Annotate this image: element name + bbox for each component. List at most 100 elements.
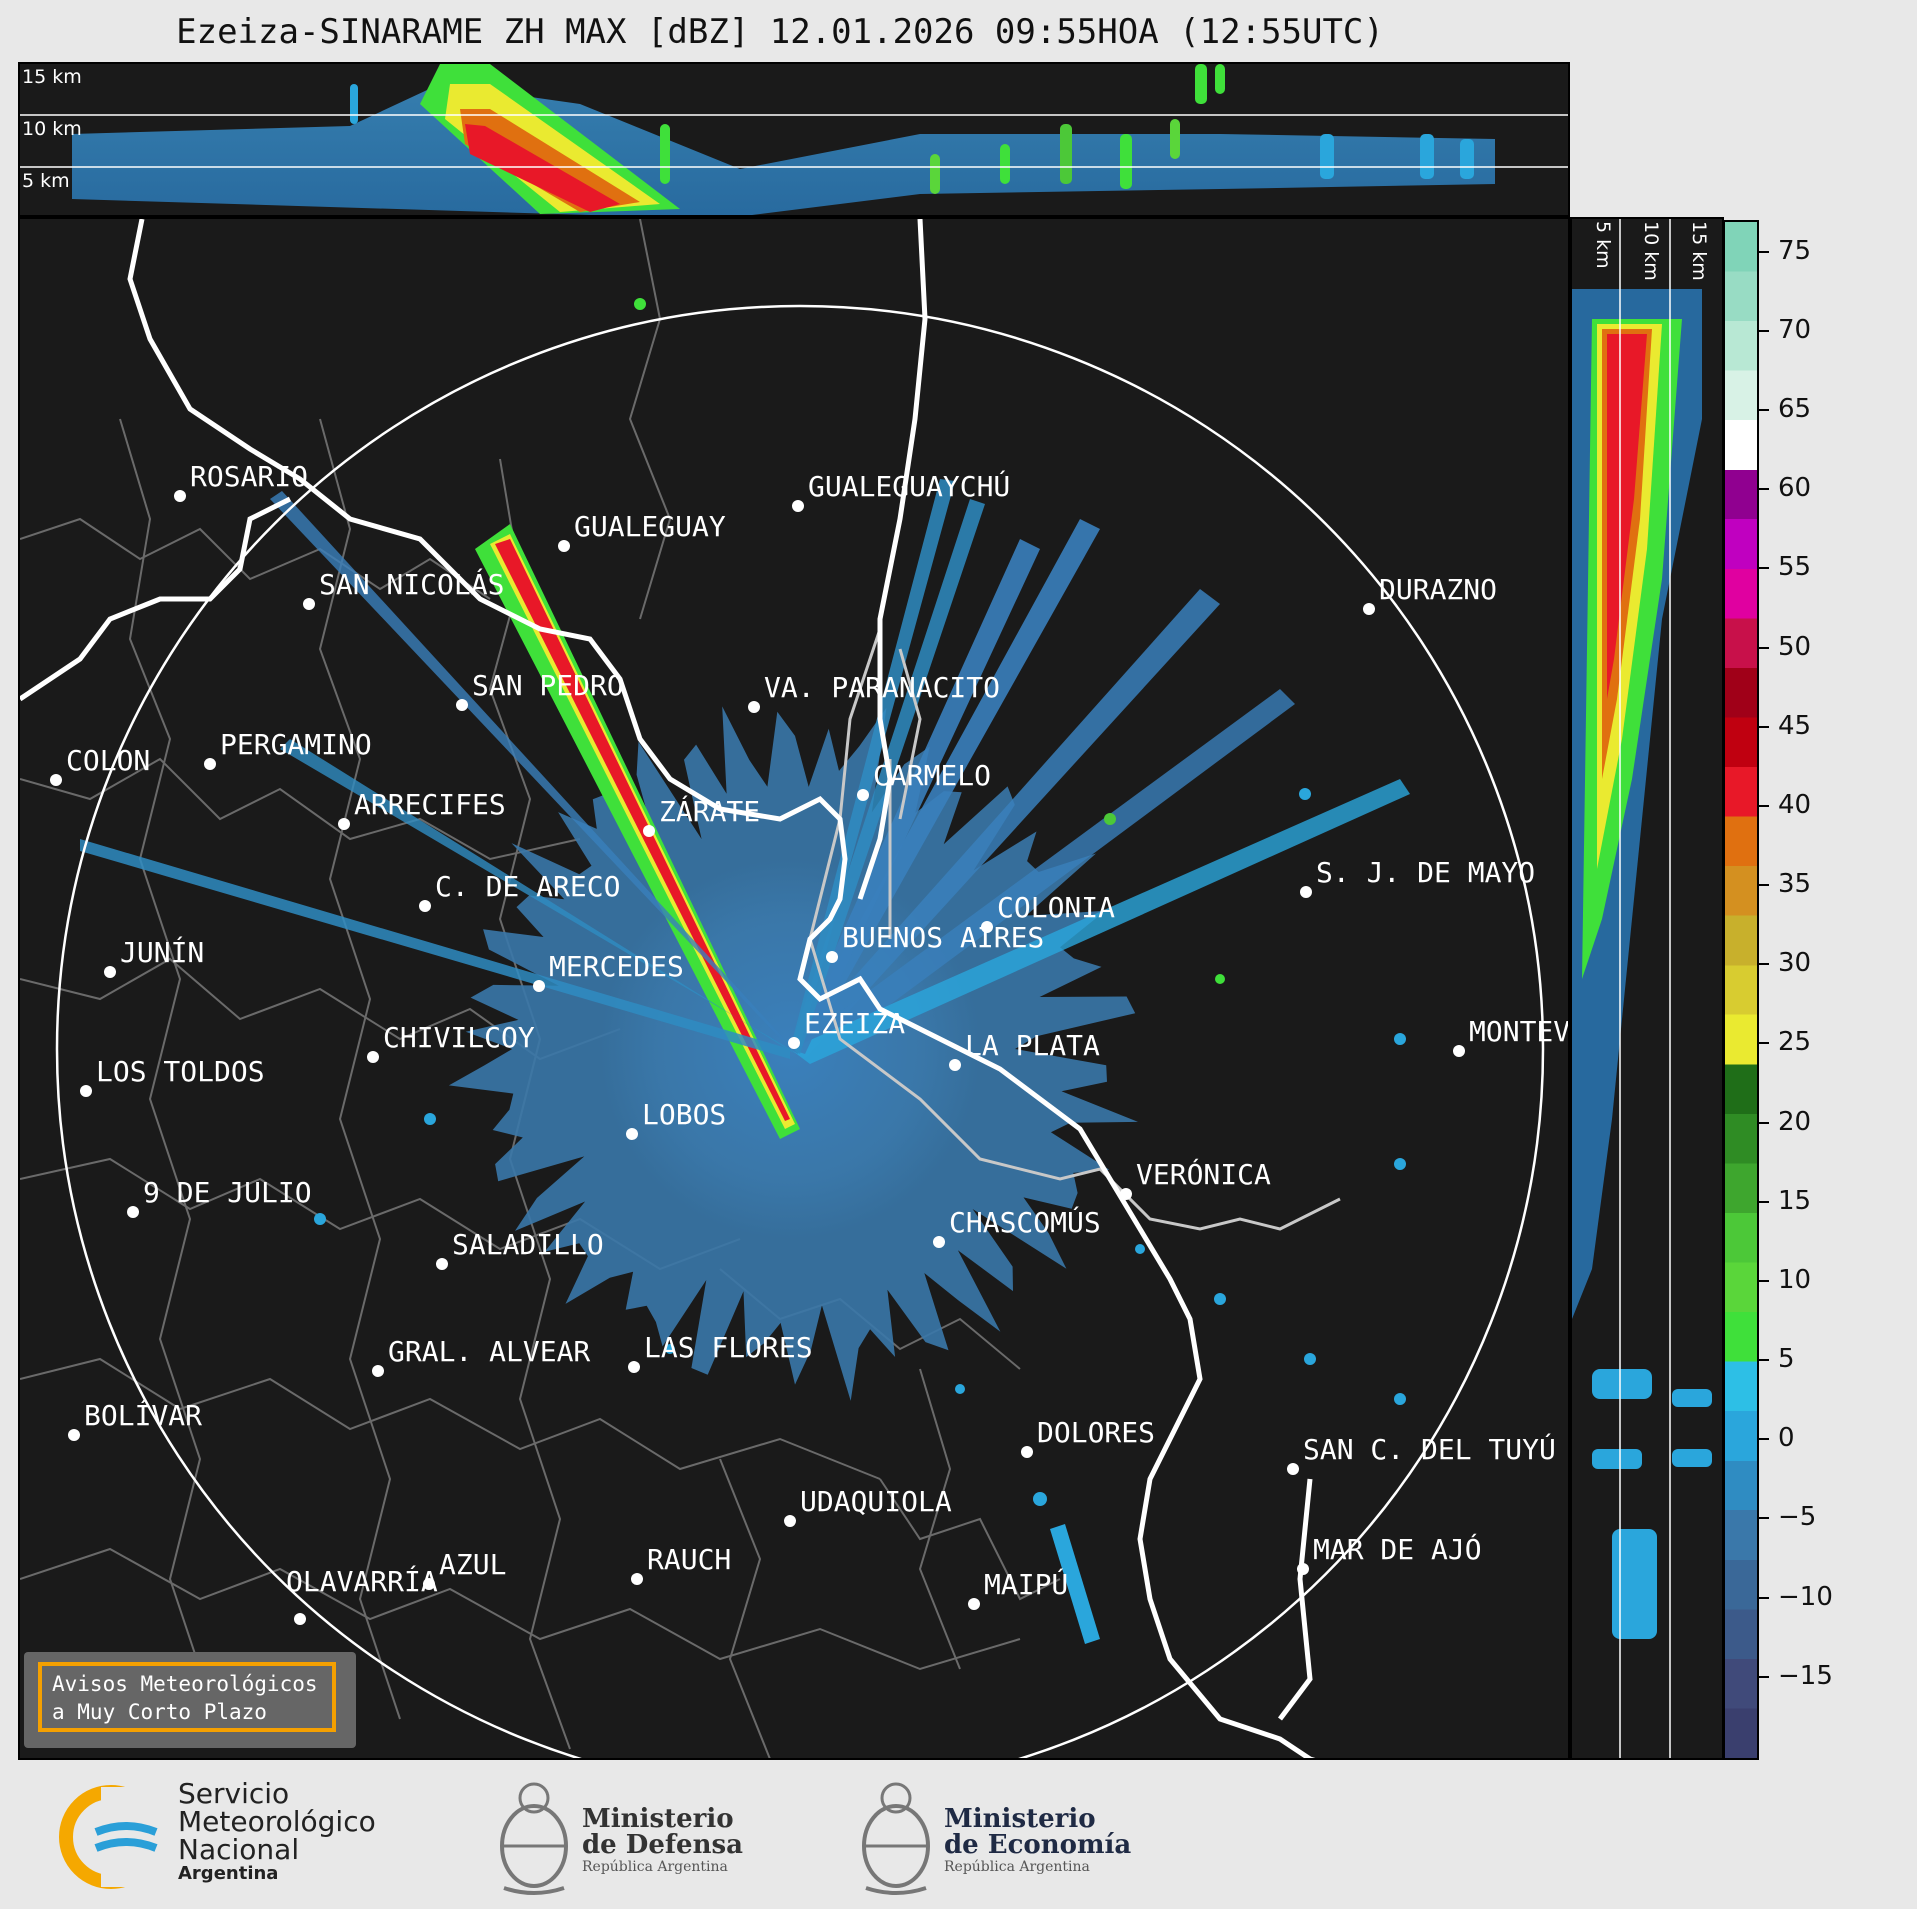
city-label: GUALEGUAYCHÚ: [808, 469, 1010, 503]
colorbar-tick-label: 65: [1778, 394, 1812, 425]
economia-line-2: de Economía: [944, 1830, 1132, 1860]
nowcasting-badge: Avisos Meteorológicos a Muy Corto Plazo: [24, 1652, 356, 1748]
city-label: CHASCOMÚS: [949, 1205, 1101, 1239]
colorbar-tick-mark: [1759, 250, 1769, 253]
country-borders: [20, 219, 1316, 1758]
colorbar-tick-mark: [1759, 1042, 1769, 1045]
city-label: DURAZNO: [1379, 573, 1497, 606]
colorbar-tick-label: 60: [1778, 473, 1812, 504]
smn-line-1: Servicio: [178, 1777, 290, 1810]
colorbar-tick-label: 45: [1778, 710, 1812, 741]
city-marker-dot: [968, 1598, 980, 1610]
colorbar-tick-label: 30: [1778, 948, 1812, 979]
city-marker-dot: [1287, 1463, 1299, 1475]
city-label: CHIVILCOY: [383, 1021, 535, 1054]
colorbar-tick-mark: [1759, 567, 1769, 570]
colorbar-tick-mark: [1759, 884, 1769, 887]
city-label: LOBOS: [642, 1098, 726, 1131]
city-marker-dot: [1300, 886, 1312, 898]
colorbar-tick-mark: [1759, 329, 1769, 332]
city-marker-dot: [294, 1613, 306, 1625]
city-marker-dot: [981, 921, 993, 933]
city-marker-dot: [857, 789, 869, 801]
footer-logos: Servicio Meteorológico Nacional Argentin…: [0, 1762, 1917, 1909]
defensa-line-3: República Argentina: [582, 1859, 728, 1875]
radar-map: ROSARIO GUALEGUAYCHÚ GUALEGUAY SAN NICOLÁS D…: [20, 219, 1570, 1758]
city-label: BOLÍVAR: [84, 1398, 202, 1432]
radar-map-panel[interactable]: ROSARIO GUALEGUAYCHÚ GUALEGUAY SAN NICOLÁS D…: [18, 217, 1570, 1760]
city-marker-dot: [1297, 1563, 1309, 1575]
smn-logo-icon: [59, 1785, 166, 1889]
city-marker-dot: [367, 1051, 379, 1063]
city-marker-dot: [533, 980, 545, 992]
colorbar-tick-label: 10: [1778, 1264, 1812, 1295]
altitude-label-10km: 10 km: [22, 118, 82, 140]
city-marker-dot: [423, 1578, 435, 1590]
colorbar-tick-mark: [1759, 646, 1769, 649]
colorbar-tick-label: 50: [1778, 631, 1812, 662]
colorbar-tick-label: 20: [1778, 1106, 1812, 1137]
city-label: COLON: [66, 744, 150, 777]
city-label: LA PLATA: [965, 1029, 1100, 1062]
city-label: PERGAMINO: [220, 728, 372, 761]
colorbar-tick-label: 0: [1778, 1423, 1795, 1454]
economia-name: Ministerio de Economía República Argenti…: [944, 1806, 1131, 1876]
city-marker-dot: [127, 1206, 139, 1218]
city-label: BUENOS AIRES: [842, 921, 1044, 954]
city-marker-dot: [784, 1515, 796, 1527]
city-label: MONTEV: [1469, 1015, 1570, 1048]
city-label: CARMELO: [873, 759, 991, 792]
city-markers: ROSARIO GUALEGUAYCHÚ GUALEGUAY SAN NICOLÁS D…: [50, 460, 1570, 1625]
city-marker-dot: [1021, 1446, 1033, 1458]
colorbar-tick-label: 55: [1778, 552, 1812, 583]
city-label: VERÓNICA: [1136, 1157, 1271, 1191]
city-marker-dot: [419, 900, 431, 912]
smn-line-2: Meteorológico: [178, 1805, 376, 1838]
right-cross-section-panel: 5 km 10 km 15 km: [1570, 217, 1724, 1760]
city-label: LAS FLORES: [644, 1331, 813, 1364]
city-label: GRAL. ALVEAR: [388, 1335, 590, 1368]
city-marker-dot: [338, 818, 350, 830]
colorbar-tick-label: −15: [1778, 1660, 1833, 1691]
smn-name: Servicio Meteorológico Nacional Argentin…: [178, 1780, 376, 1884]
city-label: AZUL: [439, 1548, 506, 1581]
colorbar-tick-mark: [1759, 409, 1769, 412]
top-cross-section-panel: 15 km 10 km 5 km: [18, 62, 1570, 217]
city-label: SAN C. DEL TUYÚ: [1303, 1432, 1556, 1466]
city-marker-dot: [204, 758, 216, 770]
city-label: JUNÍN: [120, 935, 204, 969]
colorbar-tick-mark: [1759, 1359, 1769, 1362]
colorbar-tick-label: 5: [1778, 1344, 1795, 1375]
city-marker-dot: [50, 774, 62, 786]
city-marker-dot: [558, 540, 570, 552]
colorbar-tick-mark: [1759, 1438, 1769, 1441]
city-label: EZEIZA: [804, 1007, 905, 1040]
city-label: VA. PARANACITO: [764, 671, 1000, 704]
city-label: GUALEGUAY: [574, 510, 726, 543]
colorbar-tick-mark: [1759, 725, 1769, 728]
colorbar-tick-label: −10: [1778, 1581, 1833, 1612]
nowcasting-badge-frame: Avisos Meteorológicos a Muy Corto Plazo: [38, 1662, 336, 1732]
city-label: MAIPÚ: [984, 1567, 1068, 1601]
city-marker-dot: [826, 951, 838, 963]
altitude-label-15km-right: 15 km: [1688, 221, 1710, 281]
right-cross-section-plot: [1572, 219, 1712, 1758]
city-marker-dot: [1363, 603, 1375, 615]
top-cross-section-plot: [20, 64, 1568, 215]
colorbar-tick-label: −5: [1778, 1502, 1817, 1533]
defensa-name: Ministerio de Defensa República Argentin…: [582, 1806, 743, 1876]
city-marker-dot: [628, 1361, 640, 1373]
altitude-label-5km: 5 km: [22, 170, 70, 192]
city-label: 9 DE JULIO: [143, 1176, 312, 1209]
city-label: ARRECIFES: [354, 788, 506, 821]
city-label: SALADILLO: [452, 1228, 604, 1261]
city-marker-dot: [1120, 1188, 1132, 1200]
city-label: MAR DE AJÓ: [1313, 1532, 1482, 1566]
colorbar-tick-mark: [1759, 1596, 1769, 1599]
city-label: ZÁRATE: [659, 794, 760, 828]
colorbar-tick-mark: [1759, 1279, 1769, 1282]
colorbar-tick-label: 35: [1778, 869, 1812, 900]
city-label: MERCEDES: [549, 950, 684, 983]
city-marker-dot: [104, 966, 116, 978]
city-marker-dot: [303, 598, 315, 610]
